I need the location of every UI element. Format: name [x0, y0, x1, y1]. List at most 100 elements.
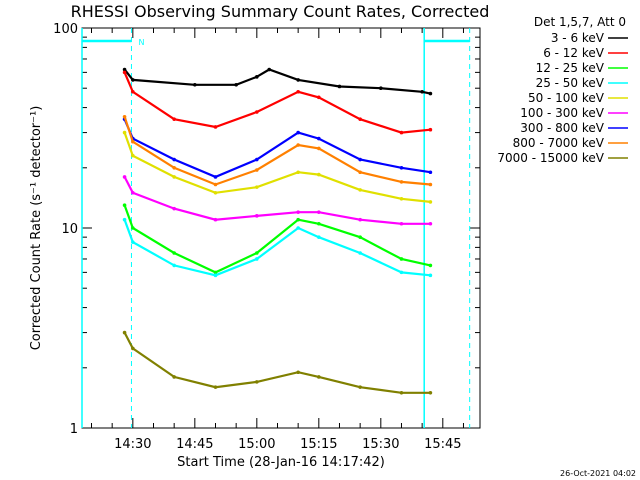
series-line-6	[123, 118, 431, 179]
data-point	[379, 86, 383, 91]
series-line-0	[123, 68, 431, 95]
y-tick-label: 10	[61, 222, 78, 237]
observing-flags: N	[81, 28, 471, 428]
legend-label: 3 - 6 keV	[551, 31, 605, 45]
data-point	[358, 188, 362, 192]
data-point	[172, 117, 176, 121]
data-point	[172, 263, 176, 268]
data-point	[131, 78, 135, 82]
data-point	[122, 330, 127, 335]
data-point	[131, 226, 135, 230]
data-point	[122, 67, 127, 72]
data-point	[172, 175, 176, 179]
data-point	[317, 136, 321, 141]
data-point	[399, 130, 404, 135]
data-point	[296, 226, 300, 230]
data-point	[122, 203, 127, 208]
data-point	[255, 75, 259, 79]
legend-label: 6 - 12 keV	[543, 46, 605, 60]
flag-label: N	[138, 38, 144, 47]
legend-label: 25 - 50 keV	[536, 76, 605, 90]
series-line-8	[123, 332, 431, 394]
data-point	[317, 221, 321, 226]
data-point	[234, 82, 238, 87]
data-point	[255, 380, 259, 384]
x-tick-label: 15:15	[300, 437, 337, 452]
legend-label: 300 - 800 keV	[520, 121, 604, 135]
data-point	[296, 143, 300, 147]
data-point	[213, 273, 218, 278]
data-point	[267, 67, 272, 72]
data-point	[428, 127, 433, 132]
x-tick-label: 15:30	[362, 437, 399, 452]
series-line-7	[123, 116, 431, 186]
series-group	[122, 67, 433, 395]
series-line-4	[123, 132, 431, 203]
data-point	[317, 146, 321, 151]
data-point	[131, 153, 135, 158]
data-point	[399, 270, 404, 275]
data-point	[122, 175, 127, 179]
series-line-1	[123, 71, 431, 134]
x-tick-label: 14:45	[176, 437, 213, 452]
data-point	[317, 210, 321, 214]
timestamp: 26-Oct-2021 04:02	[560, 469, 636, 478]
data-point	[296, 89, 300, 94]
data-point	[213, 217, 218, 222]
x-tick-label: 15:45	[424, 437, 461, 452]
data-point	[358, 385, 362, 389]
data-point	[317, 172, 321, 177]
legend-label: 7000 - 15000 keV	[497, 151, 604, 165]
x-tick-label: 14:30	[114, 437, 151, 452]
data-point	[213, 385, 218, 389]
data-point	[255, 257, 259, 261]
data-point	[213, 125, 218, 129]
data-point	[131, 240, 135, 244]
data-point	[317, 375, 321, 379]
x-tick-label: 15:00	[238, 437, 275, 452]
data-point	[255, 157, 259, 162]
legend-label: 12 - 25 keV	[536, 61, 605, 75]
data-point	[428, 200, 433, 204]
y-axis: 1 10 100	[53, 22, 480, 437]
data-point	[296, 210, 300, 214]
data-point	[193, 82, 197, 87]
data-point	[122, 114, 127, 119]
x-axis: 14:30 14:45 15:00 15:15 15:30 15:45	[91, 28, 464, 452]
data-point	[296, 170, 300, 175]
data-point	[428, 91, 433, 96]
series-line-5	[123, 176, 431, 225]
legend-label: 800 - 7000 keV	[513, 136, 605, 150]
series-line-2	[123, 204, 431, 274]
y-tick-label: 1	[70, 422, 78, 437]
data-point	[420, 89, 424, 94]
y-tick-label: 100	[53, 22, 78, 37]
data-point	[358, 217, 362, 222]
data-point	[399, 221, 404, 226]
data-point	[399, 257, 404, 261]
data-point	[428, 390, 433, 395]
data-point	[131, 139, 135, 144]
data-point	[255, 110, 259, 114]
data-point	[172, 157, 176, 162]
data-point	[122, 70, 127, 75]
data-point	[122, 130, 127, 135]
data-point	[296, 370, 300, 375]
data-point	[131, 346, 135, 351]
data-point	[213, 270, 218, 275]
series-line-3	[123, 219, 431, 277]
plot-frame	[81, 27, 481, 429]
data-point	[428, 221, 433, 226]
data-point	[358, 117, 362, 121]
data-point	[213, 182, 218, 187]
data-point	[172, 375, 176, 379]
data-point	[399, 390, 404, 395]
legend-label: 50 - 100 keV	[528, 91, 605, 105]
data-point	[255, 168, 259, 172]
data-point	[296, 130, 300, 135]
chart-title: RHESSI Observing Summary Count Rates, Co…	[71, 2, 490, 21]
data-point	[337, 84, 342, 89]
data-point	[399, 165, 404, 170]
